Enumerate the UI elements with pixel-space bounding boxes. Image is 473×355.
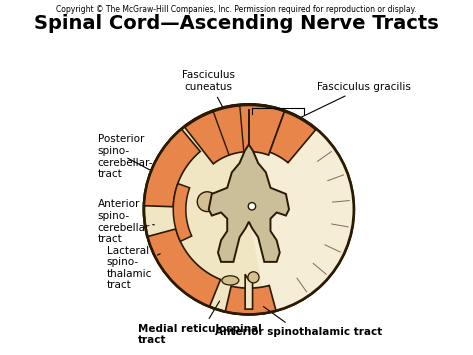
Polygon shape [270, 112, 315, 163]
Text: Fasciculus gracilis: Fasciculus gracilis [298, 82, 411, 119]
Polygon shape [173, 184, 192, 241]
Circle shape [197, 192, 217, 212]
Polygon shape [245, 274, 253, 309]
Text: Anterior
spino-
cerebellar
tract: Anterior spino- cerebellar tract [97, 200, 154, 244]
Circle shape [248, 272, 259, 283]
Polygon shape [225, 285, 276, 315]
Ellipse shape [222, 276, 239, 285]
Polygon shape [144, 129, 200, 207]
Circle shape [144, 104, 354, 315]
Text: Posterior
spino-
cerebellar-
tract: Posterior spino- cerebellar- tract [97, 135, 153, 179]
Text: Anterior spinothalamic tract: Anterior spinothalamic tract [215, 307, 382, 337]
Polygon shape [249, 106, 354, 313]
Text: Lacteral
spino-
thalamic
tract: Lacteral spino- thalamic tract [107, 246, 160, 290]
Circle shape [248, 203, 255, 210]
Text: Spinal Cord—Ascending Nerve Tracts: Spinal Cord—Ascending Nerve Tracts [34, 14, 439, 33]
Text: Copyright © The McGraw-Hill Companies, Inc. Permission required for reproduction: Copyright © The McGraw-Hill Companies, I… [56, 5, 417, 14]
Text: Medial reticulospinal
tract: Medial reticulospinal tract [138, 301, 262, 345]
Polygon shape [148, 229, 220, 307]
Polygon shape [209, 144, 289, 262]
Polygon shape [185, 105, 284, 164]
Text: Fasciculus
cuneatus: Fasciculus cuneatus [182, 70, 235, 119]
